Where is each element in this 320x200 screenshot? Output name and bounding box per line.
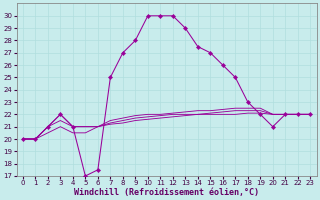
X-axis label: Windchill (Refroidissement éolien,°C): Windchill (Refroidissement éolien,°C)	[74, 188, 259, 197]
